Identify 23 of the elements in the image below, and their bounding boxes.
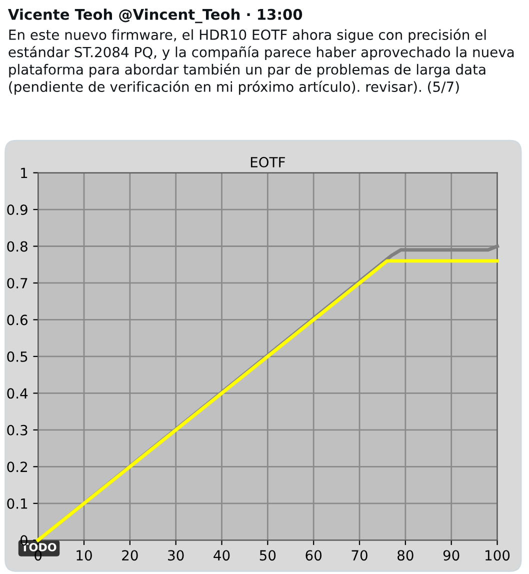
chart-title: EOTF [250, 156, 285, 168]
x-tick-label: 30 [168, 550, 184, 561]
y-tick-label: 0.2 [7, 462, 27, 472]
y-tick-label: 0.6 [7, 314, 28, 326]
x-tick-label: 50 [260, 550, 276, 561]
y-tick-label: 0.3 [7, 424, 28, 436]
x-tick-label: 10 [76, 550, 92, 561]
x-tick-label: 90 [443, 550, 460, 561]
text: Vicente Teoh @Vincent_Teoh · 13:00 [8, 8, 302, 24]
y-tick-label: 0.4 [7, 388, 28, 399]
x-tick-label: 60 [306, 550, 322, 561]
y-tick-label: 1 [21, 168, 28, 178]
y-tick-label: 0.5 [7, 351, 28, 362]
y-tick-label: 0.9 [7, 204, 28, 215]
x-tick-label: 100 [486, 550, 510, 561]
x-tick-label: 40 [214, 550, 230, 561]
y-tick-label: 0.8 [7, 241, 28, 252]
x-tick-label: 80 [398, 550, 414, 561]
x-tick-label: 70 [352, 550, 368, 561]
y-tick-label: 0.7 [7, 278, 28, 288]
y-tick-label: 0.1 [7, 498, 28, 509]
x-tick-label: 20 [122, 550, 138, 561]
text: En este nuevo firmware, el HDR10 EOTF ahora sigue con precisión el estándar ST.2084 PQ, y la compañía parece haber aprovechado la nueva plataforma para abordar también un par de problemas de larga data (pendiente de verificación en mi próximo artículo). revisar). (5/7) [8, 28, 514, 95]
